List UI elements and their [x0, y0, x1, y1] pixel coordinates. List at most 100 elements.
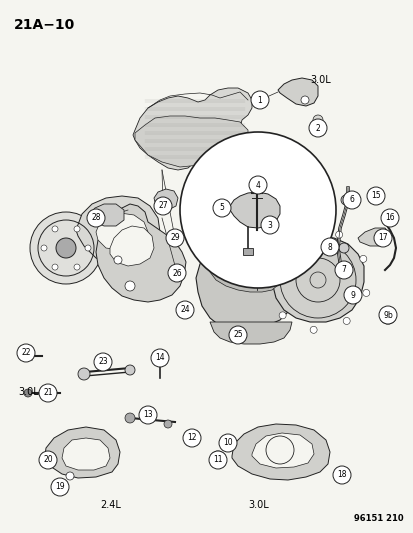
- Text: 9b: 9b: [382, 311, 392, 319]
- Polygon shape: [231, 424, 329, 480]
- Text: 18: 18: [337, 471, 346, 480]
- Polygon shape: [135, 116, 247, 167]
- Circle shape: [24, 389, 32, 397]
- Circle shape: [114, 256, 122, 264]
- Text: 3.0L: 3.0L: [309, 75, 330, 85]
- Text: 11: 11: [213, 456, 222, 464]
- Text: 2.4L: 2.4L: [100, 500, 121, 510]
- Circle shape: [17, 344, 35, 362]
- Circle shape: [335, 231, 342, 238]
- Circle shape: [359, 255, 366, 262]
- Polygon shape: [90, 204, 124, 226]
- Circle shape: [300, 96, 308, 104]
- Text: 24: 24: [180, 305, 189, 314]
- Circle shape: [211, 451, 224, 465]
- Text: 29: 29: [170, 233, 179, 243]
- Circle shape: [250, 91, 268, 109]
- Circle shape: [78, 368, 90, 380]
- Text: 14: 14: [155, 353, 164, 362]
- Circle shape: [151, 349, 169, 367]
- Circle shape: [139, 406, 157, 424]
- Circle shape: [380, 209, 398, 227]
- Circle shape: [338, 243, 348, 253]
- Text: 3.0L: 3.0L: [247, 500, 268, 510]
- Text: 26: 26: [172, 269, 181, 278]
- Circle shape: [39, 451, 57, 469]
- Circle shape: [278, 312, 285, 319]
- Text: 27: 27: [158, 201, 167, 211]
- Text: 6: 6: [349, 196, 354, 205]
- Circle shape: [125, 413, 135, 423]
- Circle shape: [125, 365, 135, 375]
- Text: 3: 3: [267, 221, 272, 230]
- Circle shape: [56, 238, 76, 258]
- Circle shape: [340, 195, 350, 205]
- Circle shape: [154, 353, 165, 363]
- Circle shape: [94, 353, 112, 371]
- Text: 13: 13: [143, 410, 152, 419]
- Circle shape: [87, 209, 105, 227]
- Circle shape: [154, 197, 171, 215]
- Circle shape: [373, 229, 391, 247]
- Text: 21A−10: 21A−10: [14, 18, 75, 32]
- Circle shape: [334, 261, 352, 279]
- Circle shape: [180, 132, 335, 288]
- Text: 19: 19: [55, 482, 65, 491]
- Text: 12: 12: [187, 433, 196, 442]
- Text: 25: 25: [233, 330, 242, 340]
- Polygon shape: [230, 192, 279, 228]
- Circle shape: [66, 472, 74, 480]
- Circle shape: [168, 264, 185, 282]
- Polygon shape: [44, 427, 120, 478]
- Circle shape: [125, 281, 135, 291]
- Text: 8: 8: [327, 243, 332, 252]
- Circle shape: [52, 226, 58, 232]
- Circle shape: [41, 245, 47, 251]
- Text: 5: 5: [219, 204, 224, 213]
- Circle shape: [39, 384, 57, 402]
- Circle shape: [332, 466, 350, 484]
- Circle shape: [185, 432, 197, 444]
- Circle shape: [301, 228, 308, 235]
- Circle shape: [343, 286, 361, 304]
- Text: 28: 28: [91, 214, 100, 222]
- Circle shape: [85, 245, 91, 251]
- Text: 15: 15: [370, 191, 380, 200]
- Circle shape: [266, 436, 293, 464]
- Polygon shape: [133, 88, 252, 170]
- Circle shape: [362, 289, 369, 296]
- Circle shape: [228, 326, 247, 344]
- Polygon shape: [277, 78, 317, 106]
- Circle shape: [176, 301, 194, 319]
- Circle shape: [212, 199, 230, 217]
- Text: 16: 16: [384, 214, 394, 222]
- Polygon shape: [209, 322, 291, 344]
- Text: 9: 9: [350, 290, 355, 300]
- Circle shape: [312, 115, 322, 125]
- Circle shape: [308, 119, 326, 137]
- Circle shape: [223, 438, 231, 446]
- Polygon shape: [110, 226, 154, 266]
- Polygon shape: [209, 250, 279, 292]
- Circle shape: [342, 318, 349, 325]
- Circle shape: [183, 429, 201, 447]
- Circle shape: [30, 212, 102, 284]
- Circle shape: [378, 306, 396, 324]
- Polygon shape: [96, 213, 147, 250]
- Text: 1: 1: [257, 95, 262, 104]
- Bar: [242, 248, 252, 255]
- Circle shape: [166, 229, 183, 247]
- Circle shape: [264, 281, 271, 288]
- Text: 2: 2: [315, 124, 320, 133]
- Text: 21: 21: [43, 389, 52, 398]
- Polygon shape: [62, 438, 110, 470]
- Circle shape: [342, 191, 360, 209]
- Circle shape: [248, 176, 266, 194]
- Circle shape: [273, 248, 280, 255]
- Polygon shape: [271, 236, 363, 322]
- Polygon shape: [96, 204, 185, 302]
- Circle shape: [209, 451, 226, 469]
- Circle shape: [309, 326, 316, 333]
- Text: 10: 10: [223, 439, 232, 448]
- Polygon shape: [154, 189, 178, 210]
